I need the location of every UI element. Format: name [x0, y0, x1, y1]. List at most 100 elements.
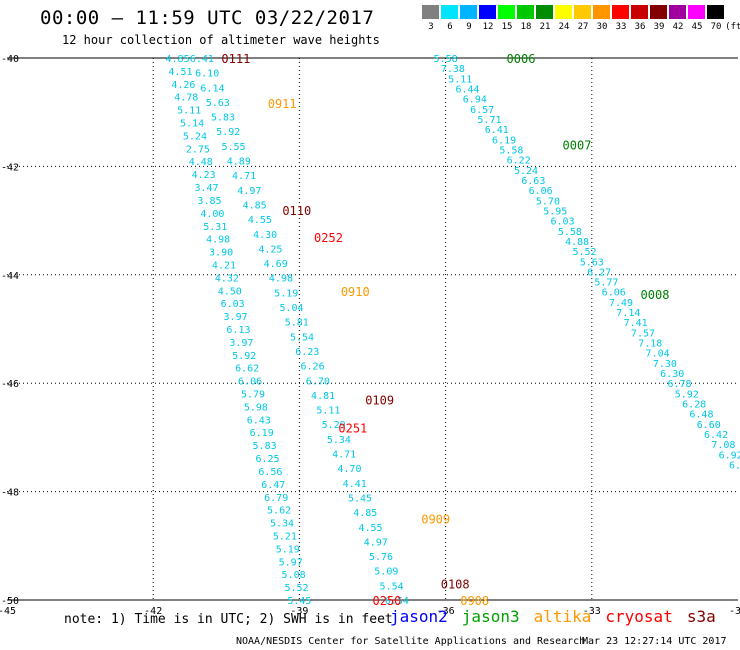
- y-tick-label: -50: [1, 596, 19, 607]
- wave-height-value: 4.50: [218, 286, 242, 297]
- scale-swatch: [669, 5, 686, 19]
- wave-height-value: 5.54: [380, 581, 404, 592]
- wave-height-value: 4.23: [192, 170, 216, 181]
- wave-height-value: 4.55: [358, 523, 382, 534]
- wave-height-value: 5.24: [183, 131, 207, 142]
- wave-height-value: 4.98: [206, 235, 230, 246]
- wave-height-value: 5.11: [316, 406, 340, 417]
- wave-height-value: 6.44: [455, 84, 479, 95]
- wave-height-value: 6.56: [258, 467, 282, 478]
- wave-height-value: 5.54: [290, 332, 314, 343]
- pass-time-label: 0908: [460, 594, 489, 608]
- scale-swatch: [631, 5, 648, 19]
- wave-height-value: 7.18: [638, 339, 662, 350]
- pass-time-label: 0909: [421, 513, 450, 527]
- wave-height-value: 6.41: [485, 125, 509, 136]
- scale-swatch: [498, 5, 515, 19]
- wave-height-value: 4.00: [200, 209, 224, 220]
- wave-height-value: 4.98: [269, 274, 293, 285]
- wave-height-value: 5.62: [267, 506, 291, 517]
- wave-height-value: 5.52: [284, 583, 308, 594]
- wave-height-value: 6.06: [529, 186, 553, 197]
- wave-height-value: 7.38: [441, 64, 465, 75]
- x-tick-label: -30: [729, 606, 740, 617]
- wave-height-value: 6.92: [719, 450, 740, 461]
- wave-height-value: 5.76: [369, 552, 393, 563]
- pass-time-label: 0111: [221, 52, 250, 66]
- wave-height-value: 6.19: [492, 135, 516, 146]
- scale-swatch: [688, 5, 705, 19]
- wave-height-value: 4.25: [258, 244, 282, 255]
- footnote: note: 1) Time is in UTC; 2) SWH is in fe…: [64, 612, 393, 627]
- wave-height-value: 6.43: [247, 415, 271, 426]
- wave-height-value: 3.97: [229, 338, 253, 349]
- wave-height-value: 5.34: [270, 519, 294, 530]
- scale-label: 18: [520, 22, 532, 32]
- scale-label: 21: [539, 22, 551, 32]
- wave-height-value: 7.14: [616, 308, 640, 319]
- x-tick-label: -45: [0, 606, 16, 617]
- y-tick-label: -48: [1, 488, 19, 499]
- scale-swatch: [650, 5, 667, 19]
- wave-height-value: 6.63: [521, 176, 545, 187]
- wave-height-value: 5.08: [282, 570, 306, 581]
- wave-height-value: 6.5: [729, 461, 740, 472]
- wave-height-value: 6.48: [689, 410, 713, 421]
- generation-timestamp: Mar 23 12:27:14 UTC 2017: [582, 636, 727, 647]
- scale-label: 30: [596, 22, 608, 32]
- wave-height-value: 6.22: [507, 156, 531, 167]
- x-tick-label: -39: [290, 606, 308, 617]
- wave-height-value: 4.88: [565, 237, 589, 248]
- wave-height-value: 5.24: [514, 166, 538, 177]
- wave-height-value: 6.62: [235, 364, 259, 375]
- wave-height-value: 6.06: [602, 288, 626, 299]
- wave-height-value: 6.03: [551, 217, 575, 228]
- scale-swatch: [555, 5, 572, 19]
- wave-height-value: 5.19: [276, 544, 300, 555]
- wave-height-value: 4.30: [253, 230, 277, 241]
- scale-label: 42: [672, 22, 684, 32]
- wave-height-value: 6.60: [697, 420, 721, 431]
- wave-height-value: 7.08: [711, 440, 735, 451]
- satellite-legend-item: altika: [533, 607, 592, 626]
- satellite-legend-item: cryosat: [605, 607, 673, 626]
- wave-height-value: 5.14: [180, 119, 204, 130]
- credit-line: NOAA/NESDIS Center for Satellite Applica…: [236, 636, 586, 647]
- wave-height-value: 4.21: [212, 260, 236, 271]
- wave-height-value: 6.10: [195, 69, 219, 80]
- wave-height-value: 5.11: [177, 106, 201, 117]
- wave-height-value: 6.41: [190, 54, 214, 65]
- x-tick-label: -33: [583, 606, 601, 617]
- wave-height-value: 5.97: [279, 557, 303, 568]
- wave-height-value: 5.58: [558, 227, 582, 238]
- wave-height-value: 5.71: [477, 115, 501, 126]
- wave-height-value: 6.25: [255, 454, 279, 465]
- wave-height-value: 5.79: [241, 390, 265, 401]
- scale-label: 3: [428, 22, 434, 32]
- wave-height-value: 6.78: [667, 379, 691, 390]
- wave-height-value: 3.97: [224, 312, 248, 323]
- pass-time-label: 0250: [373, 594, 402, 608]
- wave-height-value: 4.78: [174, 93, 198, 104]
- wave-height-value: 4.97: [237, 186, 261, 197]
- wave-height-value: 4.32: [215, 273, 239, 284]
- wave-height-value: 6.06: [238, 377, 262, 388]
- wave-height-value: 5.98: [244, 402, 268, 413]
- wave-height-value: 5.63: [580, 257, 604, 268]
- wave-height-value: 4.69: [264, 259, 288, 270]
- wave-height-value: 6.57: [470, 105, 494, 116]
- scale-swatch: [536, 5, 553, 19]
- wave-height-value: 4.48: [189, 157, 213, 168]
- wave-height-value: 6.19: [250, 428, 274, 439]
- y-tick-label: -46: [1, 379, 19, 390]
- scale-label: 9: [466, 22, 472, 32]
- wave-height-value: 5.92: [216, 127, 240, 138]
- wave-height-value: 4.85: [166, 54, 190, 65]
- scale-swatch: [460, 5, 477, 19]
- wave-height-value: 6.23: [295, 347, 319, 358]
- wave-height-value: 6.27: [587, 267, 611, 278]
- scale-label: 45: [691, 22, 703, 32]
- scale-swatch: [593, 5, 610, 19]
- pass-time-label: 0108: [441, 578, 470, 592]
